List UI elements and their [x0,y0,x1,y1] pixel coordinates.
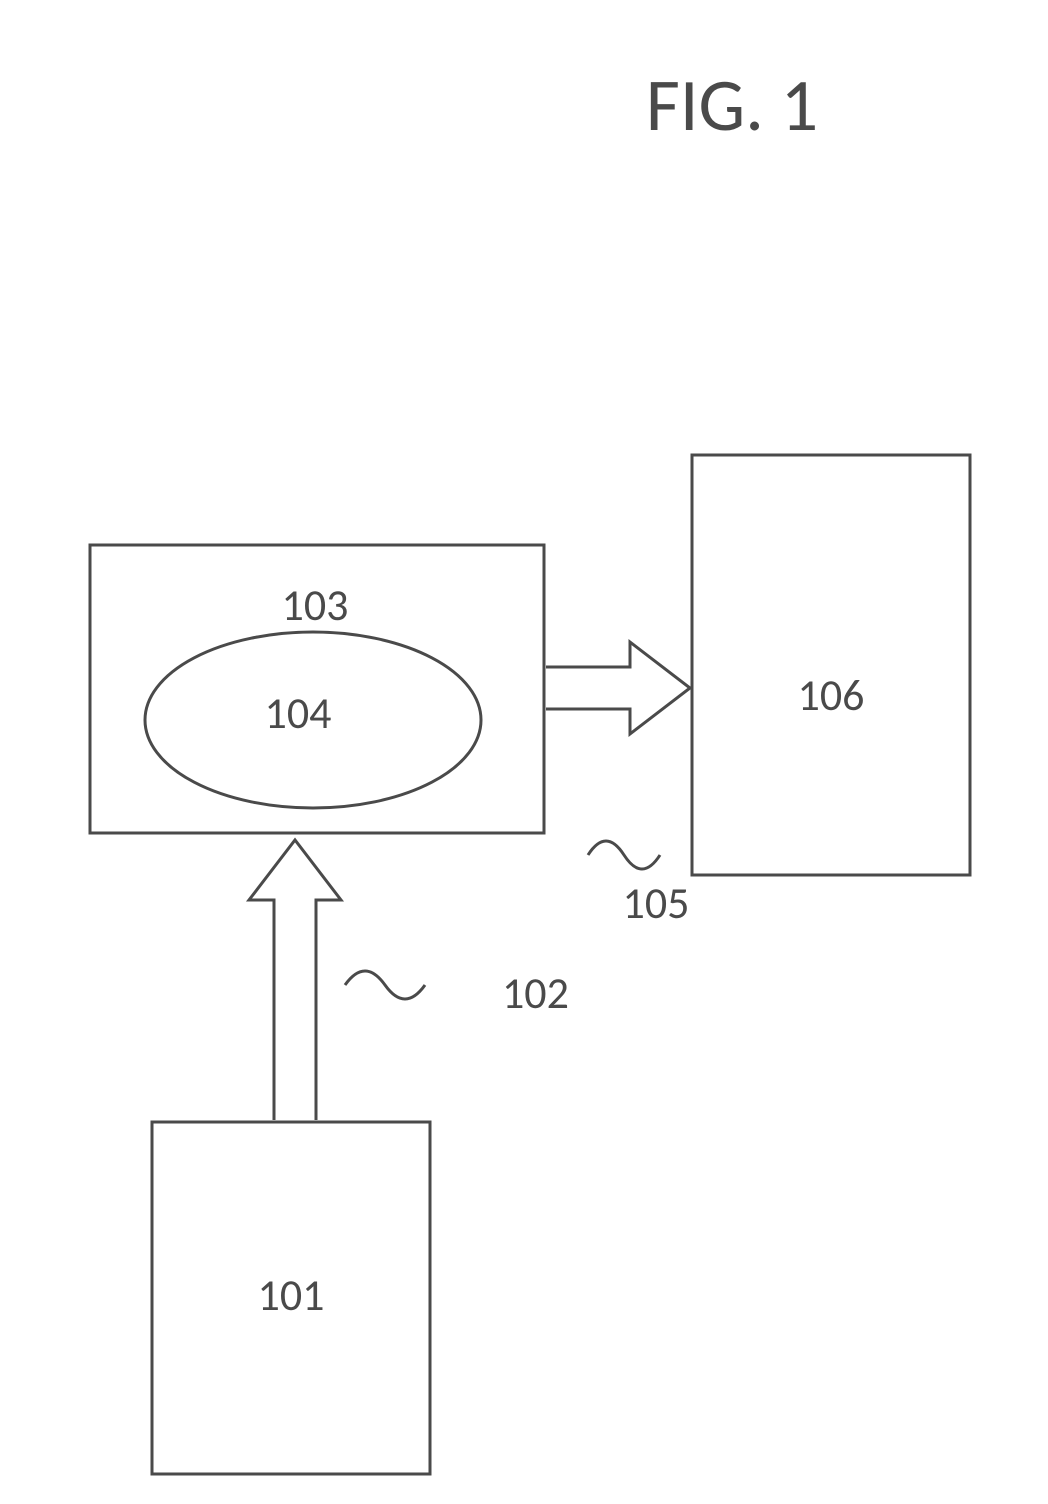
arrow-105-tilde [588,841,660,869]
block-106-label: 106 [798,668,865,722]
figure-diagram: FIG. 1 103 104 106 101 102 105 [0,0,1048,1504]
ellipse-104-label: 104 [265,686,332,740]
block-103-label: 103 [282,578,349,632]
arrow-102 [249,840,341,1120]
block-101-label: 101 [258,1268,325,1322]
arrow-102-tilde [345,971,425,999]
arrow-105-label: 105 [623,876,690,930]
arrow-105 [546,642,690,734]
arrow-102-label: 102 [502,966,569,1020]
figure-title: FIG. 1 [646,60,818,150]
block-106 [692,455,970,875]
